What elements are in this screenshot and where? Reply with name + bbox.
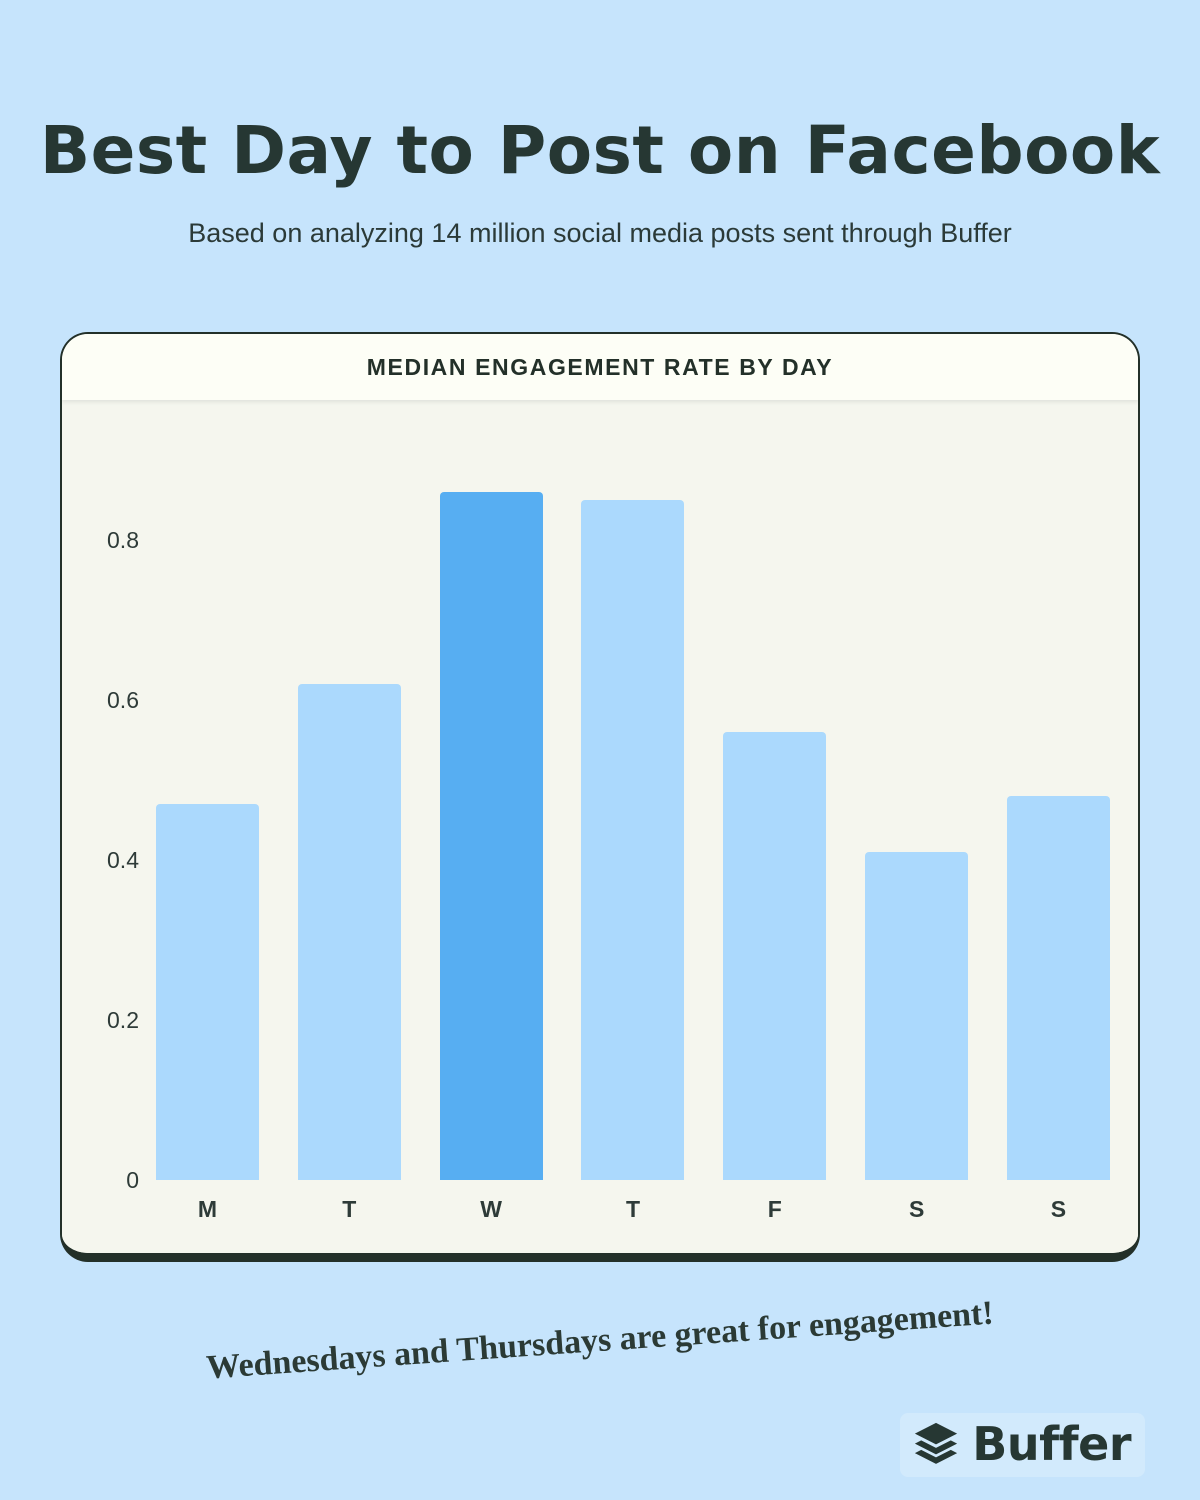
chart-card: MEDIAN ENGAGEMENT RATE BY DAY 0 0.2 0.4 0.6… <box>60 332 1140 1262</box>
chart-title: MEDIAN ENGAGEMENT RATE BY DAY <box>366 353 834 380</box>
x-label-thursday: T <box>625 1196 641 1222</box>
chart-plot-area: 0 0.2 0.4 0.6 0.8 M T W T F S S <box>62 400 1138 1253</box>
y-tick-label: 0 <box>126 1167 139 1193</box>
y-tick-label: 0.2 <box>107 1007 139 1033</box>
x-label-friday: F <box>767 1196 782 1222</box>
x-label-saturday: S <box>908 1196 925 1222</box>
x-label-sunday: S <box>1050 1196 1067 1222</box>
x-label-tuesday: T <box>342 1196 357 1222</box>
page-title: Best Day to Post on Facebook <box>39 112 1161 189</box>
annotation-note: Wednesdays and Thursdays are great for e… <box>205 1294 995 1387</box>
buffer-layers-icon <box>910 1418 962 1470</box>
bar-sunday <box>1006 796 1110 1180</box>
x-label-wednesday: W <box>480 1196 503 1222</box>
bar-tuesday <box>297 684 401 1180</box>
y-axis: 0 0.2 0.4 0.6 0.8 <box>77 400 139 1253</box>
bar-saturday <box>865 852 969 1180</box>
brand-logo: Buffer <box>900 1413 1145 1477</box>
x-label-monday: M <box>197 1196 218 1222</box>
bar-wednesday <box>439 492 543 1180</box>
page-subtitle: Based on analyzing 14 million social med… <box>188 218 1012 248</box>
chart-card-header: MEDIAN ENGAGEMENT RATE BY DAY <box>62 334 1138 400</box>
bar-thursday <box>581 500 685 1180</box>
bar-group <box>156 492 1110 1180</box>
y-tick-label: 0.4 <box>107 847 139 873</box>
bar-friday <box>723 732 827 1180</box>
brand-name: Buffer <box>972 1417 1131 1471</box>
bar-monday <box>156 804 259 1180</box>
y-tick-label: 0.6 <box>107 687 139 713</box>
y-tick-label: 0.8 <box>107 527 139 553</box>
